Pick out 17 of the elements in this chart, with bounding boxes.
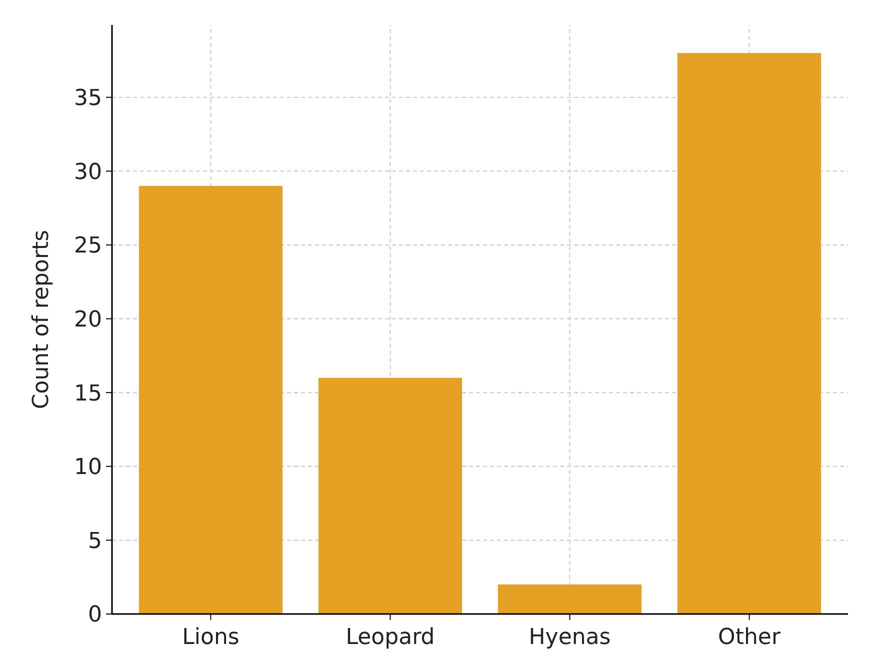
x-tick-label: Leopard (346, 625, 435, 650)
y-tick-label: 5 (88, 528, 102, 554)
y-tick-label: 15 (74, 381, 102, 406)
bar (318, 378, 462, 614)
y-tick-label: 10 (74, 455, 102, 480)
y-tick-label: 35 (74, 86, 102, 112)
y-axis-title: Count of reports (29, 230, 54, 410)
bar (677, 53, 822, 614)
x-tick-label: Lions (182, 625, 240, 650)
bar (138, 186, 283, 614)
y-tick-label: 20 (74, 307, 102, 332)
y-tick-label: 30 (74, 160, 102, 185)
y-tick-label: 25 (74, 234, 102, 259)
bar (498, 584, 642, 614)
x-tick-label: Hyenas (528, 625, 611, 650)
y-tick-label: 0 (88, 602, 102, 628)
x-tick-label: Other (718, 625, 782, 650)
